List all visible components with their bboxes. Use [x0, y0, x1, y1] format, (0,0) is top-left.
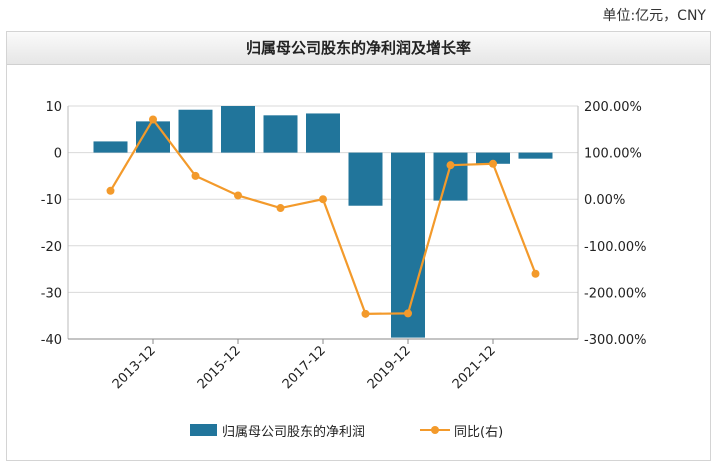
yoy-point-2020-12 [446, 161, 455, 170]
y-right-tick-label: -100.00% [584, 240, 647, 255]
y-left-tick-label: 10 [45, 100, 62, 115]
y-right-tick-label: 200.00% [584, 100, 642, 115]
legend-line-marker [431, 426, 439, 434]
bar-2021-12 [476, 152, 510, 164]
legend-bar-label[interactable]: 归属母公司股东的净利润 [222, 425, 366, 440]
yoy-point-2015-12 [234, 191, 242, 200]
yoy-point-2021-12 [489, 159, 497, 168]
yoy-point-2014-12 [191, 171, 200, 180]
legend-bar-swatch [190, 424, 217, 436]
x-tick-label: 2019-12 [365, 343, 414, 392]
bar-2012-12 [93, 141, 128, 153]
x-tick-label: 2017-12 [280, 343, 329, 392]
bar-2019-12 [391, 152, 425, 338]
y-right-tick-label: 0.00% [584, 193, 625, 208]
legend-line-label[interactable]: 同比(右) [454, 425, 504, 440]
chart-title: 归属母公司股东的净利润及增长率 [7, 32, 710, 65]
yoy-point-2013-12 [149, 115, 157, 124]
y-left-tick-label: -30 [41, 286, 62, 301]
unit-label: 单位:亿元，CNY [602, 8, 706, 24]
y-left-tick-label: -20 [41, 240, 62, 255]
yoy-point-2022-12 [531, 269, 540, 278]
bar-2018-12 [348, 152, 383, 206]
bar-2015-12 [221, 106, 255, 153]
yoy-point-2016-12 [276, 204, 285, 213]
bar-2020-12 [433, 152, 468, 201]
chart-panel: 归属母公司股东的净利润及增长率 [6, 31, 711, 461]
yoy-point-2019-12 [404, 309, 412, 318]
legend: 归属母公司股东的净利润 同比(右) [0, 420, 720, 440]
y-right-tick-label: -200.00% [584, 286, 647, 301]
bar-2022-12 [518, 152, 553, 159]
x-tick-label: 2021-12 [450, 343, 499, 392]
bar-2016-12 [263, 115, 298, 153]
y-right-tick-label: 100.00% [584, 147, 642, 162]
yoy-point-2012-12 [106, 186, 115, 195]
x-tick-label: 2013-12 [110, 343, 159, 392]
yoy-point-2017-12 [319, 195, 327, 204]
y-right-tick-label: -300.00% [584, 333, 647, 348]
yoy-point-2018-12 [361, 309, 370, 318]
y-left-tick-label: 0 [54, 147, 62, 162]
x-tick-label: 2015-12 [195, 343, 244, 392]
y-left-tick-label: -40 [41, 333, 62, 348]
bar-2014-12 [178, 109, 213, 153]
y-left-tick-label: -10 [41, 193, 62, 208]
bar-2017-12 [306, 113, 340, 153]
